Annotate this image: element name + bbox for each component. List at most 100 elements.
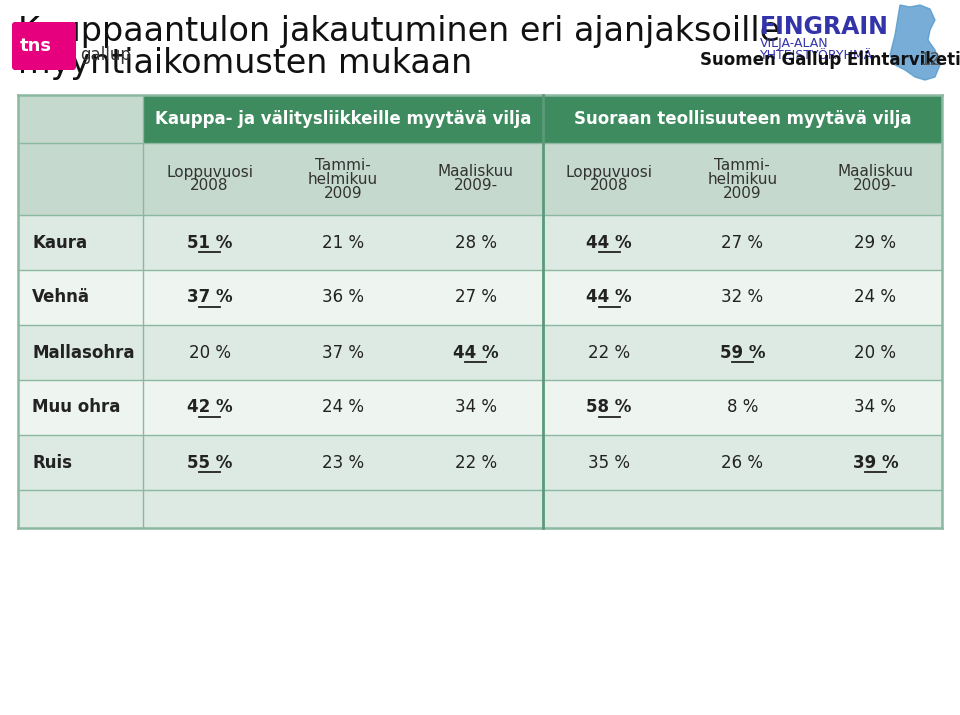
Bar [276, 143, 409, 215]
Text: 2008: 2008 [589, 179, 629, 194]
Text: 2009: 2009 [723, 185, 761, 200]
FancyBboxPatch shape [12, 22, 76, 70]
Text: Kauppaantulon jakautuminen eri ajanjaksoille: Kauppaantulon jakautuminen eri ajanjakso… [18, 15, 780, 48]
Text: 24 %: 24 % [854, 288, 897, 307]
Text: Muu ohra: Muu ohra [32, 398, 120, 417]
Bar [676, 143, 809, 215]
Bar [143, 95, 542, 143]
Bar [409, 270, 542, 325]
Text: 37 %: 37 % [187, 288, 232, 307]
Text: 27 %: 27 % [721, 234, 763, 252]
Bar [18, 143, 143, 215]
Text: 23 %: 23 % [322, 453, 364, 471]
Text: Mallasohra: Mallasohra [32, 343, 134, 362]
Text: 2009: 2009 [324, 185, 362, 200]
Text: Vehnä: Vehnä [32, 288, 90, 307]
Text: VILJA-ALAN: VILJA-ALAN [760, 37, 828, 50]
Bar [143, 270, 276, 325]
Bar [143, 143, 276, 215]
Bar [542, 325, 676, 380]
Bar [542, 270, 676, 325]
Bar [276, 325, 409, 380]
Text: 22 %: 22 % [588, 343, 630, 362]
Text: 29 %: 29 % [854, 234, 897, 252]
Text: 59 %: 59 % [719, 343, 765, 362]
Text: 34 %: 34 % [854, 398, 897, 417]
Bar [18, 435, 143, 490]
Text: tns: tns [20, 37, 52, 55]
Text: 42 %: 42 % [187, 398, 232, 417]
Bar [542, 435, 676, 490]
Bar [409, 143, 542, 215]
Text: helmikuu: helmikuu [708, 172, 778, 187]
Bar [276, 215, 409, 270]
Text: 51 %: 51 % [187, 234, 232, 252]
Bar [143, 380, 276, 435]
Text: 20 %: 20 % [854, 343, 897, 362]
Bar [18, 490, 542, 528]
Text: 21 %: 21 % [322, 234, 364, 252]
Text: 27 %: 27 % [455, 288, 497, 307]
Text: 22 %: 22 % [455, 453, 497, 471]
Text: gallup: gallup [80, 46, 131, 64]
Bar [276, 270, 409, 325]
Bar [676, 435, 809, 490]
Text: FINGRAIN: FINGRAIN [760, 15, 889, 39]
Text: Kaura: Kaura [32, 234, 87, 252]
Text: YHTEISTYÖRYHMÄ: YHTEISTYÖRYHMÄ [760, 49, 874, 62]
Text: Kauppa- ja välitysliikkeille myytävä vilja: Kauppa- ja välitysliikkeille myytävä vil… [155, 110, 531, 128]
Bar [143, 435, 276, 490]
Bar [676, 380, 809, 435]
Bar [409, 435, 542, 490]
Bar [18, 95, 143, 143]
Text: Suoraan teollisuuteen myytävä vilja: Suoraan teollisuuteen myytävä vilja [573, 110, 911, 128]
Bar [809, 215, 942, 270]
Text: 2009-: 2009- [454, 179, 498, 194]
Bar [542, 143, 676, 215]
Text: 2009-: 2009- [853, 179, 898, 194]
Bar [409, 380, 542, 435]
Bar [809, 270, 942, 325]
Bar [809, 435, 942, 490]
Text: 35 %: 35 % [588, 453, 630, 471]
Bar [409, 325, 542, 380]
Bar [276, 380, 409, 435]
Text: 37 %: 37 % [322, 343, 364, 362]
Bar [809, 380, 942, 435]
Text: 12: 12 [919, 51, 940, 69]
Bar [676, 270, 809, 325]
Text: 32 %: 32 % [721, 288, 763, 307]
Bar [542, 215, 676, 270]
Text: Loppuvuosi: Loppuvuosi [166, 164, 253, 179]
Text: Tammi-: Tammi- [315, 157, 371, 172]
Text: 44 %: 44 % [587, 288, 632, 307]
Text: myyntiaikomusten mukaan: myyntiaikomusten mukaan [18, 47, 472, 80]
Text: Ruis: Ruis [32, 453, 72, 471]
Text: 55 %: 55 % [187, 453, 232, 471]
Text: Suomen Gallup Elintarviketieto Oy: Suomen Gallup Elintarviketieto Oy [700, 51, 960, 69]
Text: 2008: 2008 [190, 179, 228, 194]
Polygon shape [890, 5, 940, 80]
Text: Maaliskuu: Maaliskuu [438, 164, 514, 179]
Text: Tammi-: Tammi- [714, 157, 770, 172]
Bar [18, 325, 143, 380]
Bar [676, 215, 809, 270]
Text: 26 %: 26 % [721, 453, 763, 471]
Text: 44 %: 44 % [587, 234, 632, 252]
Bar [809, 143, 942, 215]
Text: 20 %: 20 % [188, 343, 230, 362]
Text: 24 %: 24 % [322, 398, 364, 417]
Bar [542, 380, 676, 435]
Text: 36 %: 36 % [322, 288, 364, 307]
Text: 8 %: 8 % [727, 398, 758, 417]
Bar [18, 215, 143, 270]
Text: 44 %: 44 % [453, 343, 499, 362]
Bar [18, 270, 143, 325]
Text: helmikuu: helmikuu [308, 172, 378, 187]
Text: 39 %: 39 % [852, 453, 899, 471]
Text: Maaliskuu: Maaliskuu [837, 164, 913, 179]
Text: 58 %: 58 % [587, 398, 632, 417]
Bar [542, 490, 942, 528]
Text: Loppuvuosi: Loppuvuosi [565, 164, 653, 179]
Bar [542, 95, 942, 143]
